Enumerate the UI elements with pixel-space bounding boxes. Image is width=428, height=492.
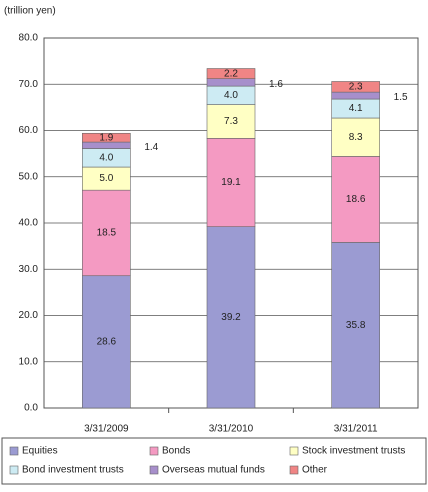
y-tick-label: 60.0 xyxy=(19,125,39,136)
legend-label: Bonds xyxy=(162,446,190,457)
legend-label: Equities xyxy=(22,446,58,457)
legend-label: Bond investment trusts xyxy=(22,465,124,476)
bar-segment xyxy=(206,78,256,87)
bar-segment xyxy=(206,226,256,409)
legend-swatch xyxy=(289,446,299,456)
legend-frame xyxy=(1,437,427,485)
legend-label: Overseas mutual funds xyxy=(162,465,265,476)
bar-segment xyxy=(331,156,380,243)
data-label: 28.6 xyxy=(97,337,117,348)
data-label: 8.3 xyxy=(349,132,363,143)
bar-segment xyxy=(82,132,131,143)
data-label: 18.5 xyxy=(97,228,117,239)
y-tick-label: 40.0 xyxy=(19,218,39,229)
y-axis-label: (trillion yen) xyxy=(4,6,56,17)
data-label: 35.8 xyxy=(346,320,366,331)
data-label: 1.9 xyxy=(99,132,113,143)
bar-segment xyxy=(206,68,256,80)
data-label: 7.3 xyxy=(224,116,238,127)
legend-label: Stock investment trusts xyxy=(302,446,405,457)
bar-segment xyxy=(331,117,380,157)
y-tick-label: 20.0 xyxy=(19,310,39,321)
data-label: 39.2 xyxy=(221,312,241,323)
data-label: 4.0 xyxy=(99,152,113,163)
y-tick-label: 10.0 xyxy=(19,356,39,367)
bar-segment xyxy=(331,81,380,93)
data-label: 4.1 xyxy=(349,103,363,114)
legend-swatch xyxy=(9,465,19,475)
data-label: 2.2 xyxy=(224,68,238,79)
x-tick-label: 3/31/2010 xyxy=(209,424,254,435)
data-label: 19.1 xyxy=(221,177,241,188)
data-label: 1.6 xyxy=(269,79,283,90)
bar-segment xyxy=(331,91,380,100)
data-label: 2.3 xyxy=(349,81,363,92)
x-tick-label: 3/31/2009 xyxy=(84,424,129,435)
legend-swatch xyxy=(149,465,159,475)
bar-segment xyxy=(206,138,256,228)
legend-swatch xyxy=(149,446,159,456)
data-label: 5.0 xyxy=(99,173,113,184)
data-label: 1.4 xyxy=(144,142,158,153)
data-label: 1.5 xyxy=(394,92,408,103)
y-tick-label: 80.0 xyxy=(19,33,39,44)
bar-segment xyxy=(331,242,380,409)
y-tick-label: 70.0 xyxy=(19,79,39,90)
bar-segment xyxy=(206,104,256,139)
y-tick-label: 50.0 xyxy=(19,171,39,182)
y-tick-label: 0.0 xyxy=(24,403,38,414)
data-label: 4.0 xyxy=(224,90,238,101)
legend-swatch xyxy=(9,446,19,456)
x-tick-label: 3/31/2011 xyxy=(334,424,378,435)
legend-swatch xyxy=(289,465,299,475)
data-label: 18.6 xyxy=(346,194,366,205)
y-tick-label: 30.0 xyxy=(19,264,39,275)
legend-label: Other xyxy=(302,465,328,476)
